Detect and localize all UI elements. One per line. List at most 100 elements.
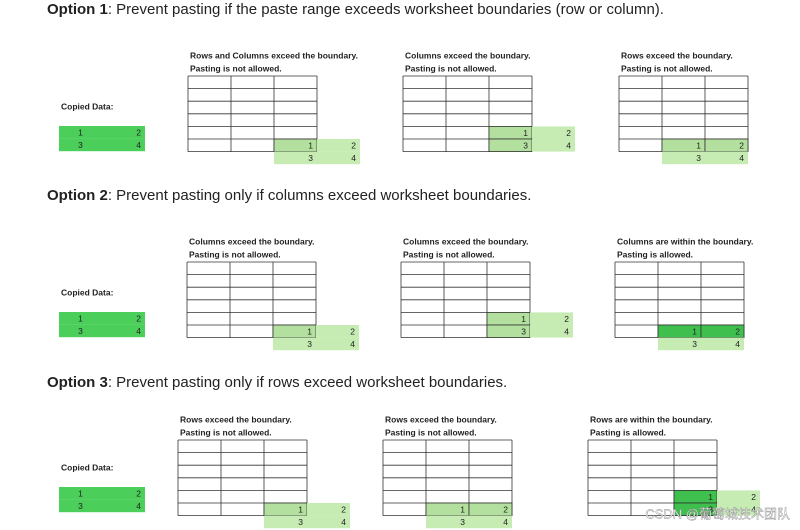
scenario-line2: Pasting is not allowed. (180, 427, 272, 437)
paste-value: 1 (708, 492, 713, 502)
paste-cell (316, 325, 359, 338)
paste-value: 4 (735, 339, 740, 349)
scenario-line1: Rows and Columns exceed the boundary. (190, 50, 358, 60)
copied-cell (102, 487, 145, 500)
paste-value: 1 (460, 505, 465, 515)
copied-cell (59, 499, 102, 513)
copied-cell (59, 138, 102, 152)
copied-cell (102, 126, 145, 139)
scenario-line2: Pasting is not allowed. (190, 63, 282, 73)
paste-cell (530, 325, 573, 338)
paste-cell (717, 490, 760, 503)
paste-cell (658, 337, 701, 351)
paste-cell (532, 139, 575, 152)
paste-value: 4 (341, 517, 346, 527)
paste-value: 1 (521, 314, 526, 324)
paste-value: 4 (739, 153, 744, 163)
scenario-line1: Columns exceed the boundary. (405, 50, 530, 60)
paste-value: 4 (503, 517, 508, 527)
copied-cell (102, 499, 145, 513)
paste-cell (705, 151, 748, 165)
paste-value: 2 (566, 128, 571, 138)
paste-cell (701, 337, 744, 351)
paste-value: 1 (692, 327, 697, 337)
paste-value: 1 (696, 141, 701, 151)
paste-cell (264, 515, 307, 529)
option-text: : Prevent pasting only if rows exceed wo… (108, 374, 507, 391)
scenario-line2: Pasting is allowed. (590, 427, 666, 437)
paste-cell (530, 312, 573, 325)
copied-value: 3 (78, 140, 83, 150)
paste-value: 3 (298, 517, 303, 527)
option-text: : Prevent pasting if the paste range exc… (108, 1, 664, 18)
paste-value: 3 (460, 517, 465, 527)
scenario-line2: Pasting is not allowed. (189, 249, 281, 259)
option-label: Option 3 (47, 374, 108, 391)
copied-value: 2 (136, 489, 141, 499)
paste-value: 2 (739, 141, 744, 151)
paste-cell (317, 139, 360, 152)
copied-value: 2 (136, 128, 141, 138)
scenario-line1: Rows are within the boundary. (590, 414, 713, 424)
scenario-line1: Rows exceed the boundary. (180, 414, 292, 424)
copied-value: 2 (136, 314, 141, 324)
copied-value: 1 (78, 489, 83, 499)
copied-value: 4 (136, 140, 141, 150)
paste-value: 2 (503, 505, 508, 515)
copied-cell (59, 312, 102, 325)
paste-value: 3 (696, 153, 701, 163)
copied-value: 1 (78, 314, 83, 324)
paste-value: 1 (298, 505, 303, 515)
paste-value: 4 (351, 153, 356, 163)
copied-cell (102, 324, 145, 338)
paste-value: 1 (307, 327, 312, 337)
paste-value: 4 (350, 339, 355, 349)
paste-value: 3 (523, 141, 528, 151)
paste-value: 4 (564, 327, 569, 337)
paste-cell (274, 151, 317, 165)
option-heading: Option 1: Prevent pasting if the paste r… (47, 1, 664, 18)
paste-cell (717, 503, 760, 516)
option-label: Option 2 (47, 187, 108, 204)
paste-cell (317, 151, 360, 165)
paste-cell (469, 515, 512, 529)
copied-cell (102, 312, 145, 325)
scenario-line2: Pasting is allowed. (617, 249, 693, 259)
paste-value: 2 (351, 141, 356, 151)
scenario-line2: Pasting is not allowed. (403, 249, 495, 259)
scenario-line2: Pasting is not allowed. (385, 427, 477, 437)
paste-value: 2 (751, 492, 756, 502)
copied-value: 3 (78, 501, 83, 511)
paste-value: 2 (564, 314, 569, 324)
copied-value: 1 (78, 128, 83, 138)
paste-value: 2 (350, 327, 355, 337)
scenario-line2: Pasting is not allowed. (405, 63, 497, 73)
option-heading: Option 2: Prevent pasting only if column… (47, 187, 531, 204)
watermark: CSDN @葡萄城技术团队 (645, 506, 790, 521)
copied-label: Copied Data: (61, 462, 114, 472)
paste-cell (662, 151, 705, 165)
copied-cell (59, 126, 102, 139)
scenario-line2: Pasting is not allowed. (621, 63, 713, 73)
paste-value: 1 (308, 141, 313, 151)
paste-value: 4 (751, 505, 756, 515)
option-heading: Option 3: Prevent pasting only if rows e… (47, 374, 507, 391)
paste-value: 1 (523, 128, 528, 138)
option-text: : Prevent pasting only if columns exceed… (108, 187, 532, 204)
copied-label: Copied Data: (61, 101, 114, 111)
scenario-line1: Columns exceed the boundary. (189, 236, 314, 246)
paste-cell (532, 126, 575, 139)
paste-cell (426, 515, 469, 529)
copied-cell (102, 138, 145, 152)
paste-value: 2 (341, 505, 346, 515)
paste-cell (316, 337, 359, 351)
scenario-line1: Rows exceed the boundary. (385, 414, 497, 424)
paste-value: 3 (307, 339, 312, 349)
copied-label: Copied Data: (61, 287, 114, 297)
paste-value: 3 (521, 327, 526, 337)
copied-cell (59, 487, 102, 500)
copied-value: 4 (136, 326, 141, 336)
paste-cell (307, 515, 350, 529)
